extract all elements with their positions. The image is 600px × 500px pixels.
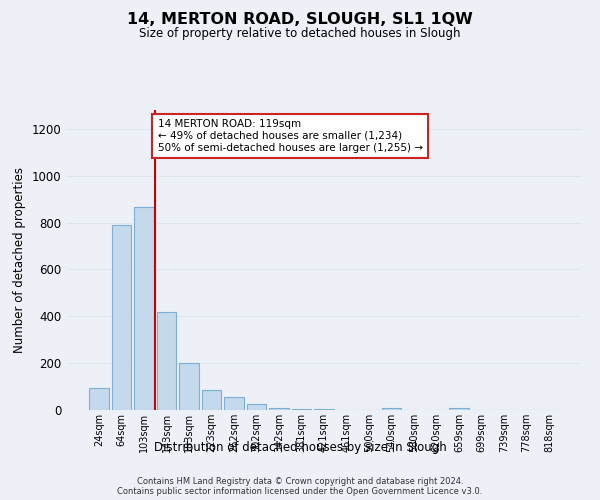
- Text: 14 MERTON ROAD: 119sqm
← 49% of detached houses are smaller (1,234)
50% of semi-: 14 MERTON ROAD: 119sqm ← 49% of detached…: [158, 120, 422, 152]
- Bar: [292, 409, 311, 410]
- Text: 14, MERTON ROAD, SLOUGH, SL1 1QW: 14, MERTON ROAD, SLOUGH, SL1 1QW: [127, 12, 473, 28]
- Bar: [157, 312, 176, 410]
- Y-axis label: Number of detached properties: Number of detached properties: [13, 167, 26, 353]
- Bar: [269, 408, 289, 410]
- Bar: [89, 388, 109, 410]
- Text: Contains HM Land Registry data © Crown copyright and database right 2024.: Contains HM Land Registry data © Crown c…: [137, 476, 463, 486]
- Bar: [382, 408, 401, 410]
- Bar: [179, 363, 199, 410]
- Bar: [202, 390, 221, 410]
- Bar: [134, 208, 154, 410]
- Text: Contains public sector information licensed under the Open Government Licence v3: Contains public sector information licen…: [118, 486, 482, 496]
- Text: Size of property relative to detached houses in Slough: Size of property relative to detached ho…: [139, 28, 461, 40]
- Bar: [112, 225, 131, 410]
- Bar: [449, 408, 469, 410]
- Bar: [247, 404, 266, 410]
- Text: Distribution of detached houses by size in Slough: Distribution of detached houses by size …: [154, 441, 446, 454]
- Bar: [224, 397, 244, 410]
